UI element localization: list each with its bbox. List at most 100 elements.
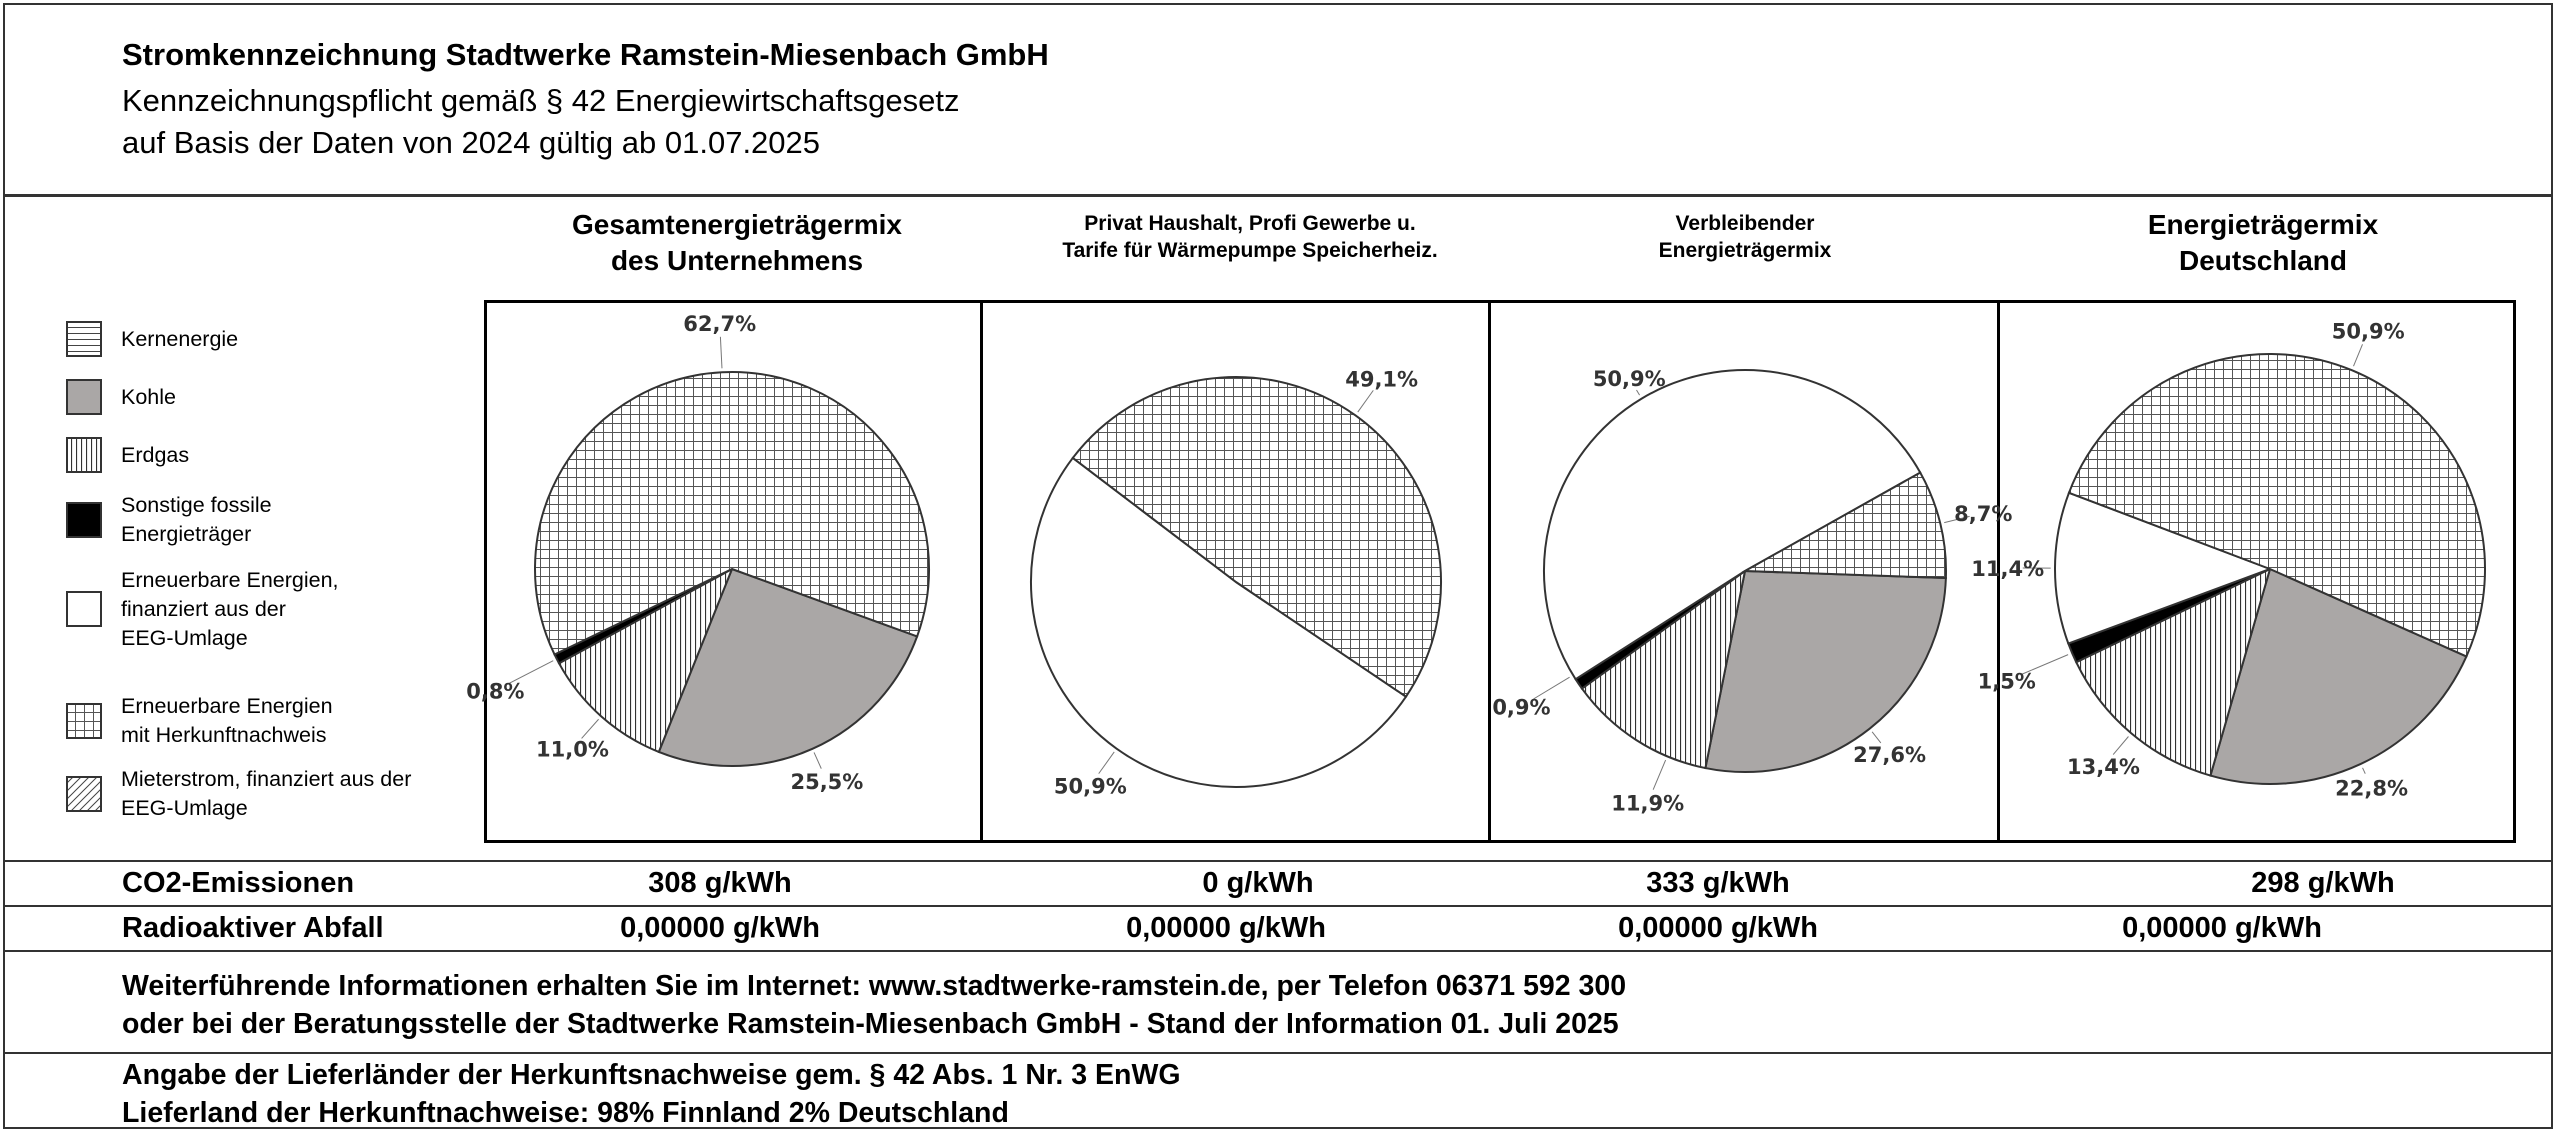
pie-data-label: 22,8% bbox=[2335, 776, 2408, 800]
info-line-2: oder bei der Beratungsstelle der Stadtwe… bbox=[122, 1008, 1619, 1040]
divider-waste bbox=[3, 905, 2553, 907]
pie-slice bbox=[1580, 568, 1747, 770]
legend-label-line: Sonstige fossile bbox=[121, 493, 272, 517]
chart-title-4-line2: Deutschland bbox=[2178, 245, 2348, 276]
pie-leader-line bbox=[1098, 751, 1115, 774]
pie-data-label: 0,8% bbox=[466, 679, 524, 703]
pie-data-label: 50,9% bbox=[1054, 774, 1127, 798]
legend-label-line: Kohle bbox=[121, 384, 176, 409]
subtitle-validity: auf Basis der Daten von 2024 gültig ab 0… bbox=[122, 125, 821, 160]
chart-title-4-line1: Energieträgermix bbox=[2147, 209, 2379, 240]
legend-label-kern: Kernenergie bbox=[121, 325, 238, 354]
pie-leader-line bbox=[1944, 515, 1970, 524]
co2-value-3: 333 g/kWh bbox=[1646, 867, 1790, 899]
pie-data-label: 50,9% bbox=[1593, 367, 1666, 391]
pie-data-label: 11,4% bbox=[1971, 557, 2044, 581]
legend-label-line: Mieterstrom, finanziert aus der bbox=[121, 767, 412, 791]
legend-label-sonstige: Sonstige fossile Energieträger bbox=[121, 491, 272, 549]
chart-title-3: Verbleibender Energieträgermix bbox=[1545, 210, 1945, 264]
chart-title-3-line2: Energieträgermix bbox=[1658, 239, 1832, 262]
chart-title-2-line1: Privat Haushalt, Profi Gewerbe u. bbox=[1084, 212, 1416, 235]
pie-leader-line bbox=[1871, 731, 1882, 744]
chart-divider-3 bbox=[1997, 300, 2000, 843]
pie-leader-line bbox=[1652, 759, 1667, 790]
pie-data-label: 11,9% bbox=[1611, 792, 1684, 816]
pie-leader-line bbox=[2362, 767, 2366, 774]
chart-title-2-line2: Tarife für Wärmepumpe Speicherheiz. bbox=[1062, 239, 1438, 262]
co2-value-2: 0 g/kWh bbox=[1202, 867, 1314, 899]
pie-leader-line bbox=[2353, 344, 2363, 367]
info-line-1: Weiterführende Informationen erhalten Si… bbox=[122, 970, 1627, 1002]
legend-swatch-erdgas bbox=[66, 437, 102, 473]
pie-leader-line bbox=[2020, 654, 2069, 676]
legend-label-line: finanziert aus der bbox=[121, 596, 286, 621]
legend-label-line: Erdgas bbox=[121, 442, 190, 467]
divider-co2 bbox=[3, 860, 2553, 862]
pie-data-label: 8,7% bbox=[1954, 502, 2012, 526]
legend-label-line: Erneuerbare Energien bbox=[121, 694, 333, 718]
outer-frame bbox=[3, 3, 2553, 1129]
legend-label-line: Erneuerbare Energien, bbox=[121, 567, 339, 592]
legend-label-line: mit Herkunftnachweis bbox=[121, 723, 327, 747]
pie-data-label: 0,9% bbox=[1492, 695, 1550, 719]
waste-value-1: 0,00000 g/kWh bbox=[620, 912, 820, 944]
pie-slice bbox=[2067, 353, 2486, 658]
waste-value-2: 0,00000 g/kWh bbox=[1126, 912, 1326, 944]
chart-divider-2 bbox=[1488, 300, 1491, 843]
legend-label-line: Energieträger bbox=[121, 522, 252, 546]
pie-leader-line bbox=[1636, 389, 1641, 396]
pie-leader-line bbox=[1357, 390, 1374, 413]
legend-swatch-mieter bbox=[66, 776, 102, 812]
pie-chart-2: 50,9% 49,1% bbox=[1029, 368, 1442, 798]
co2-label: CO2-Emissionen bbox=[122, 867, 355, 899]
pie-data-label: 49,1% bbox=[1345, 368, 1418, 392]
chart-title-1-line2: des Unternehmens bbox=[610, 245, 864, 276]
legend-swatch-sonstige bbox=[66, 502, 102, 538]
pie-slice bbox=[1071, 376, 1442, 699]
legend-label-hkn: Erneuerbare Energien mit Herkunftnachweis bbox=[121, 692, 333, 750]
pie-slice bbox=[2209, 567, 2468, 785]
pie-data-label: 13,4% bbox=[2067, 755, 2140, 779]
pie-data-label: 25,5% bbox=[790, 770, 863, 794]
pie-slice bbox=[1704, 569, 1947, 773]
charts-box bbox=[484, 300, 2516, 843]
legend-label-erdgas: Erdgas bbox=[121, 441, 189, 470]
waste-value-3: 0,00000 g/kWh bbox=[1618, 912, 1818, 944]
legend-label-kohle: Kohle bbox=[121, 383, 176, 412]
legend-label-mieter: Mieterstrom, finanziert aus der EEG-Umlag… bbox=[121, 765, 411, 823]
chart-title-1-line1: Gesamtenergieträgermix bbox=[572, 209, 902, 240]
pie-slice bbox=[1029, 456, 1408, 789]
legend-swatch-kern bbox=[66, 321, 102, 357]
pie-data-label: 11,0% bbox=[536, 738, 609, 762]
origin-line-1: Angabe der Lieferländer der Herkunftsnac… bbox=[122, 1059, 1181, 1091]
divider-header bbox=[3, 194, 2553, 197]
pie-leader-line bbox=[813, 752, 822, 769]
pie-chart-4: 22,8% 13,4% 1,5% 11,4% 50,9% bbox=[1971, 319, 2486, 800]
waste-label: Radioaktiver Abfall bbox=[122, 912, 384, 944]
pie-slice bbox=[657, 567, 919, 767]
waste-value-4: 0,00000 g/kWh bbox=[2122, 912, 2322, 944]
legend-label-eeg: Erneuerbare Energien, finanziert aus der E… bbox=[121, 566, 339, 653]
chart-title-4: Energieträgermix Deutschland bbox=[2063, 207, 2463, 279]
pie-data-label: 50,9% bbox=[2332, 319, 2405, 343]
legend-swatch-kohle bbox=[66, 379, 102, 415]
pie-slice bbox=[1543, 369, 1922, 681]
legend-swatch-hkn bbox=[66, 703, 102, 739]
pie-leader-line bbox=[1533, 676, 1570, 700]
chart-title-1: Gesamtenergieträgermix des Unternehmens bbox=[537, 207, 937, 279]
co2-value-1: 308 g/kWh bbox=[648, 867, 792, 899]
page-title: Stromkennzeichnung Stadtwerke Ramstein-M… bbox=[122, 37, 1049, 72]
pie-leader-line bbox=[581, 718, 599, 739]
legend-label-line: Kernenergie bbox=[121, 326, 239, 351]
pie-slice bbox=[1741, 471, 1947, 580]
pie-leader-line bbox=[719, 336, 723, 369]
pie-leader-line bbox=[2112, 736, 2129, 755]
pie-chart-1: 25,5% 11,0% 0,8% 62,7% bbox=[466, 312, 930, 794]
legend-swatch-eeg bbox=[66, 591, 102, 627]
pie-leader-line bbox=[507, 660, 554, 685]
legend-label-line: EEG-Umlage bbox=[121, 625, 248, 650]
chart-title-3-line1: Verbleibender bbox=[1675, 212, 1815, 235]
origin-line-2: Lieferland der Herkunftnachweise: 98% Fi… bbox=[122, 1097, 1009, 1129]
pie-slice bbox=[2074, 567, 2272, 777]
chart-divider-1 bbox=[980, 300, 983, 843]
